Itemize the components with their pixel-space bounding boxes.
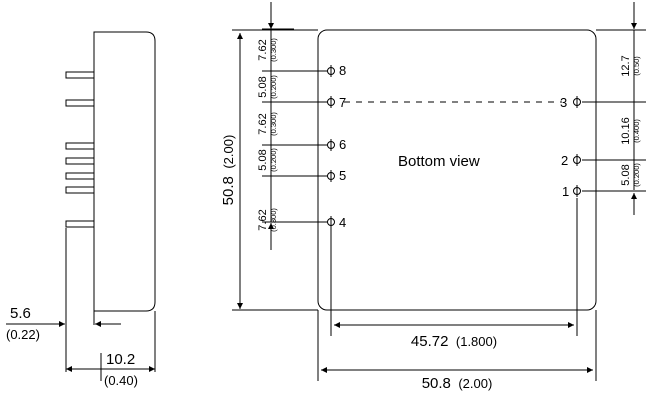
pin-label: 1	[562, 184, 569, 199]
pitch-mm: 7.62	[257, 39, 269, 60]
pin-marker	[327, 216, 335, 228]
width-mm: 50.8	[422, 375, 451, 392]
pitch-mm: 5.08	[257, 149, 269, 170]
depth-in: (0.40)	[104, 373, 138, 388]
bottom-view-title: Bottom view	[398, 153, 480, 170]
side-view-body	[93, 31, 156, 312]
pin-marker	[327, 139, 335, 151]
pitch-mm: 7.62	[257, 209, 269, 230]
height-in: (2.00)	[221, 135, 236, 169]
side-pin	[65, 172, 95, 180]
side-pin	[65, 186, 95, 194]
pin-label: 2	[561, 153, 568, 168]
pin-label: 5	[339, 168, 346, 183]
height-dimension: 50.8 (2.00)	[220, 135, 237, 206]
bottom-view-outline	[317, 29, 597, 311]
pin-marker	[327, 170, 335, 182]
pitch-in: (0.200)	[269, 148, 278, 172]
pin-span-dimension: 45.72 (1.800)	[411, 333, 497, 350]
pin-offset-in: (0.22)	[6, 327, 40, 342]
pitch-in: (0.200)	[269, 75, 278, 99]
pitch-mm: 7.62	[257, 113, 269, 134]
pitch-in: (0.50)	[632, 56, 641, 76]
width-dimension: 50.8 (2.00)	[422, 375, 493, 392]
pitch-mm: 5.08	[257, 76, 269, 97]
side-pin	[65, 157, 95, 165]
pitch-mm: 5.08	[620, 164, 632, 185]
pin-span-mm: 45.72	[411, 333, 449, 350]
pin-marker	[327, 65, 335, 77]
pin-label: 3	[560, 95, 567, 110]
side-pin	[65, 142, 95, 150]
pin-label: 4	[339, 215, 346, 230]
pin-offset-mm: 5.6	[10, 305, 31, 322]
width-in: (2.00)	[458, 376, 492, 391]
pin-marker	[573, 96, 581, 108]
pin-label: 6	[339, 137, 346, 152]
pitch-in: (0.300)	[269, 38, 278, 62]
height-mm: 50.8	[220, 176, 237, 205]
pitch-mm: 12.7	[620, 55, 632, 76]
depth-mm: 10.2	[106, 351, 135, 368]
pin-span-in: (1.800)	[456, 334, 497, 349]
pitch-mm: 10.16	[620, 117, 632, 145]
side-pin	[65, 71, 95, 79]
pin-marker	[573, 154, 581, 166]
pitch-in: (0.300)	[269, 208, 278, 232]
pin-marker	[573, 185, 581, 197]
pitch-in: (0.400)	[632, 119, 641, 143]
pitch-in: (0.300)	[269, 112, 278, 136]
pin-label: 8	[339, 63, 346, 78]
side-pin	[65, 99, 95, 107]
pin-marker	[327, 96, 335, 108]
pitch-in: (0.200)	[632, 163, 641, 187]
side-pin	[65, 220, 95, 228]
pin-label: 7	[339, 95, 346, 110]
